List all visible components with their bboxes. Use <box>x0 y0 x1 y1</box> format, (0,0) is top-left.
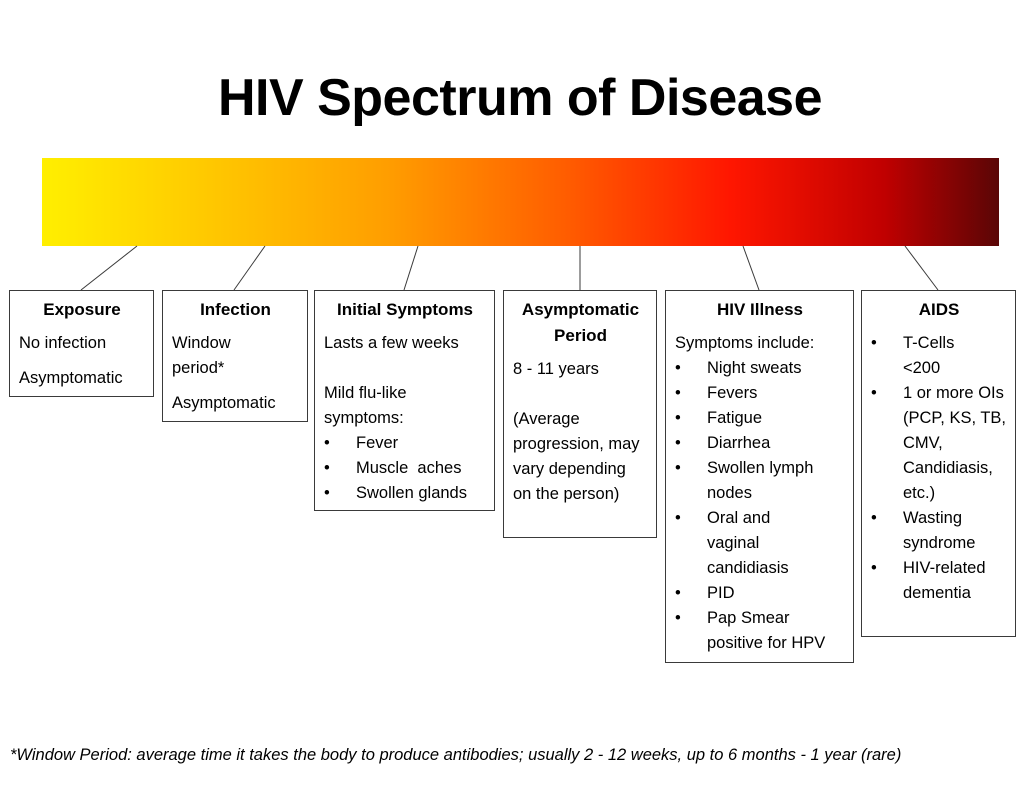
list-item: Night sweats <box>675 356 845 381</box>
stage-line: Window period* <box>172 334 231 377</box>
stage-title: Exposure <box>43 300 121 319</box>
stage-line: Asymptomatic <box>19 369 123 387</box>
list-item: Swollen glands <box>324 481 486 506</box>
stage-line: Asymptomatic <box>172 394 276 412</box>
stage-title: Asymptomatic Period <box>521 300 640 345</box>
connector-aids <box>904 245 939 291</box>
symptom-list: Night sweats Fevers Fatigue Diarrhea Swo… <box>675 356 845 656</box>
stage-box-hiv-illness: HIV Illness Symptoms include: Night swea… <box>665 290 854 663</box>
stage-title: HIV Illness <box>717 300 803 319</box>
stage-box-initial-symptoms: Initial Symptoms Lasts a few weeks Mild … <box>314 290 495 511</box>
stage-box-asymptomatic-period: Asymptomatic Period 8 - 11 years (Averag… <box>503 290 657 538</box>
stage-list-intro: Symptoms include: <box>675 334 815 352</box>
stage-intro: Lasts a few weeks <box>324 334 459 352</box>
stage-list-intro: Mild flu-like symptoms: <box>324 384 407 427</box>
stage-title: Initial Symptoms <box>336 300 474 319</box>
connector-infection <box>233 245 266 291</box>
list-item: Diarrhea <box>675 431 845 456</box>
stage-note: (Average progression, may vary depending… <box>513 410 640 503</box>
stage-line: No infection <box>19 334 107 352</box>
list-item: Wasting syndrome <box>871 506 993 556</box>
page-title: HIV Spectrum of Disease <box>217 69 823 127</box>
list-item: Muscle aches <box>324 456 486 481</box>
connector-initial-symptoms <box>403 245 419 291</box>
list-item: 1 or more OIs (PCP, KS, TB, CMV, Candidi… <box>871 381 1008 506</box>
symptom-list: T-Cells <200 1 or more OIs (PCP, KS, TB,… <box>871 331 1007 606</box>
list-item: Oral and vaginal candidiasis <box>675 506 807 581</box>
stage-box-exposure: Exposure No infection Asymptomatic <box>9 290 154 397</box>
stage-title: Infection <box>200 300 271 319</box>
list-item: Swollen lymph nodes <box>675 456 817 506</box>
stage-title: AIDS <box>918 300 960 319</box>
list-item: T-Cells <200 <box>871 331 973 381</box>
connector-hiv-illness <box>742 245 760 291</box>
stage-line: 8 - 11 years <box>513 360 599 378</box>
list-item: Fever <box>324 431 486 456</box>
stage-box-infection: Infection Window period* Asymptomatic <box>162 290 308 422</box>
list-item: Fatigue <box>675 406 845 431</box>
list-item: HIV-related dementia <box>871 556 1003 606</box>
connector-exposure <box>80 245 138 291</box>
symptom-list: Fever Muscle aches Swollen glands <box>324 431 486 506</box>
list-item: PID <box>675 581 845 606</box>
list-item: Pap Smear positive for HPV <box>675 606 847 656</box>
stage-box-aids: AIDS T-Cells <200 1 or more OIs (PCP, KS… <box>861 290 1016 637</box>
disease-progression-gradient-bar <box>42 158 999 246</box>
window-period-footnote: *Window Period: average time it takes th… <box>10 746 902 764</box>
list-item: Fevers <box>675 381 845 406</box>
